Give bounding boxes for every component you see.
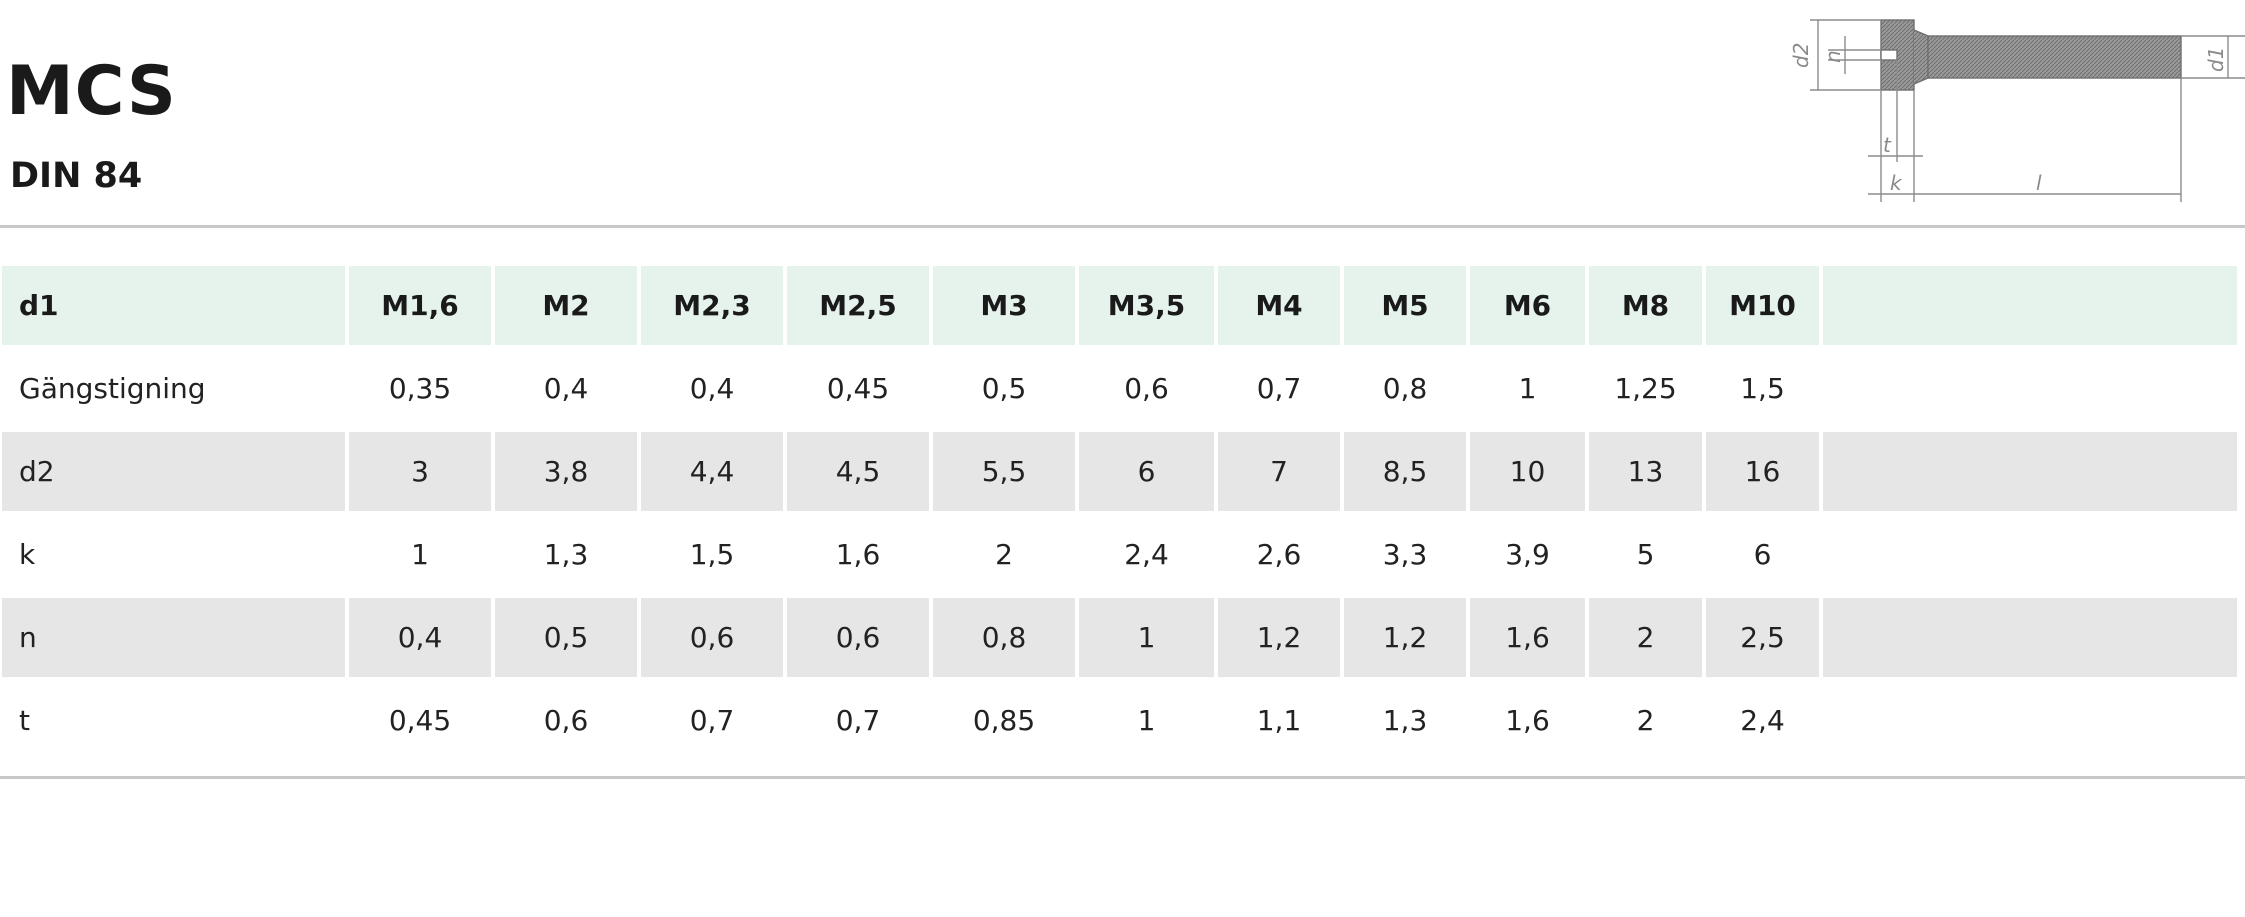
header-cell: M8: [1589, 266, 1702, 349]
table-cell: 0,8: [1344, 349, 1466, 432]
product-title: MCS: [6, 52, 177, 131]
table-cell: 0,7: [787, 681, 929, 764]
row-label: d2: [2, 432, 345, 515]
header-cell: M3,5: [1079, 266, 1214, 349]
table-cell: 3,3: [1344, 515, 1466, 598]
table-cell: 10: [1470, 432, 1585, 515]
header-cell: M2,5: [787, 266, 929, 349]
table-cell: 13: [1589, 432, 1702, 515]
table-cell: 2,5: [1706, 598, 1819, 681]
header-cell: M2: [495, 266, 637, 349]
table-cell: 2: [933, 515, 1075, 598]
table-row: k 1 1,3 1,5 1,6 2 2,4 2,6 3,3 3,9 5 6: [2, 515, 2237, 598]
table-cell: 0,7: [641, 681, 783, 764]
table-cell: 4,5: [787, 432, 929, 515]
header-cell-label: d1: [2, 266, 345, 349]
table-row: d2 3 3,8 4,4 4,5 5,5 6 7 8,5 10 13 16: [2, 432, 2237, 515]
table-cell: 2: [1589, 598, 1702, 681]
table-cell: 0,85: [933, 681, 1075, 764]
footer-divider: [0, 776, 2245, 779]
diagram-label-t: t: [1883, 133, 1892, 157]
diagram-label-d1: d1: [2204, 47, 2228, 72]
table-cell: 5,5: [933, 432, 1075, 515]
table-cell: 2,4: [1706, 681, 1819, 764]
table-cell: 1,1: [1218, 681, 1340, 764]
table-cell: 1: [1079, 598, 1214, 681]
table-cell: 8,5: [1344, 432, 1466, 515]
table-cell: 0,4: [349, 598, 491, 681]
table-cell: 1: [1079, 681, 1214, 764]
table-cell: 1,2: [1218, 598, 1340, 681]
header-cell: M6: [1470, 266, 1585, 349]
table-cell: 0,7: [1218, 349, 1340, 432]
table-cell: 4,4: [641, 432, 783, 515]
row-label: Gängstigning: [2, 349, 345, 432]
table-cell: 1,5: [641, 515, 783, 598]
table-cell: 0,6: [641, 598, 783, 681]
header-cell: M1,6: [349, 266, 491, 349]
header-cell: M2,3: [641, 266, 783, 349]
table-cell: 1: [349, 515, 491, 598]
table-cell: 3: [349, 432, 491, 515]
table-cell: 0,45: [349, 681, 491, 764]
row-label: n: [2, 598, 345, 681]
table-cell: 3,9: [1470, 515, 1585, 598]
header-cell: M4: [1218, 266, 1340, 349]
table-cell: 1,2: [1344, 598, 1466, 681]
screw-dimension-diagram: d2 n d1 t k l: [1789, 19, 2245, 202]
table-cell: 0,8: [933, 598, 1075, 681]
table-row: t 0,45 0,6 0,7 0,7 0,85 1 1,1 1,3 1,6 2 …: [2, 681, 2237, 764]
diagram-label-l: l: [2036, 171, 2042, 195]
table-cell: 0,4: [495, 349, 637, 432]
table-cell: 7: [1218, 432, 1340, 515]
table-row: n 0,4 0,5 0,6 0,6 0,8 1 1,2 1,2 1,6 2 2,…: [2, 598, 2237, 681]
table-cell: 1,5: [1706, 349, 1819, 432]
table-cell: 1,6: [1470, 681, 1585, 764]
table-cell: 6: [1706, 515, 1819, 598]
diagram-label-d2: d2: [1789, 43, 1813, 68]
table-cell: 1,6: [1470, 598, 1585, 681]
table-cell: 0,6: [1079, 349, 1214, 432]
table-cell: 6: [1079, 432, 1214, 515]
table-cell-empty: [1823, 432, 2237, 515]
specification-table: d1 M1,6 M2 M2,3 M2,5 M3 M3,5 M4 M5 M6 M8…: [0, 266, 2241, 764]
table-cell: 1,3: [495, 515, 637, 598]
table-cell: 0,35: [349, 349, 491, 432]
table-cell: 0,5: [933, 349, 1075, 432]
table-cell: 0,6: [787, 598, 929, 681]
standard-subtitle: DIN 84: [10, 156, 143, 196]
table-cell: 1,3: [1344, 681, 1466, 764]
diagram-label-n: n: [1821, 50, 1845, 63]
table-cell: 0,6: [495, 681, 637, 764]
diagram-label-k: k: [1890, 171, 1903, 195]
table-cell: 3,8: [495, 432, 637, 515]
table-cell: 16: [1706, 432, 1819, 515]
table-cell: 1,25: [1589, 349, 1702, 432]
table-cell: 1,6: [787, 515, 929, 598]
table-cell: 2,4: [1079, 515, 1214, 598]
table-cell-empty: [1823, 515, 2237, 598]
header-cell: M5: [1344, 266, 1466, 349]
header-cell: M10: [1706, 266, 1819, 349]
header-cell-empty: [1823, 266, 2237, 349]
table-cell: 0,4: [641, 349, 783, 432]
table-cell: 0,5: [495, 598, 637, 681]
table-cell: 0,45: [787, 349, 929, 432]
row-label: k: [2, 515, 345, 598]
table-cell-empty: [1823, 349, 2237, 432]
table-cell: 5: [1589, 515, 1702, 598]
table-header-row: d1 M1,6 M2 M2,3 M2,5 M3 M3,5 M4 M5 M6 M8…: [2, 266, 2237, 349]
table-row: Gängstigning 0,35 0,4 0,4 0,45 0,5 0,6 0…: [2, 349, 2237, 432]
header-divider: [0, 225, 2245, 228]
header-cell: M3: [933, 266, 1075, 349]
table-cell-empty: [1823, 598, 2237, 681]
table-cell: 1: [1470, 349, 1585, 432]
table-cell-empty: [1823, 681, 2237, 764]
row-label: t: [2, 681, 345, 764]
table-cell: 2,6: [1218, 515, 1340, 598]
table-cell: 2: [1589, 681, 1702, 764]
